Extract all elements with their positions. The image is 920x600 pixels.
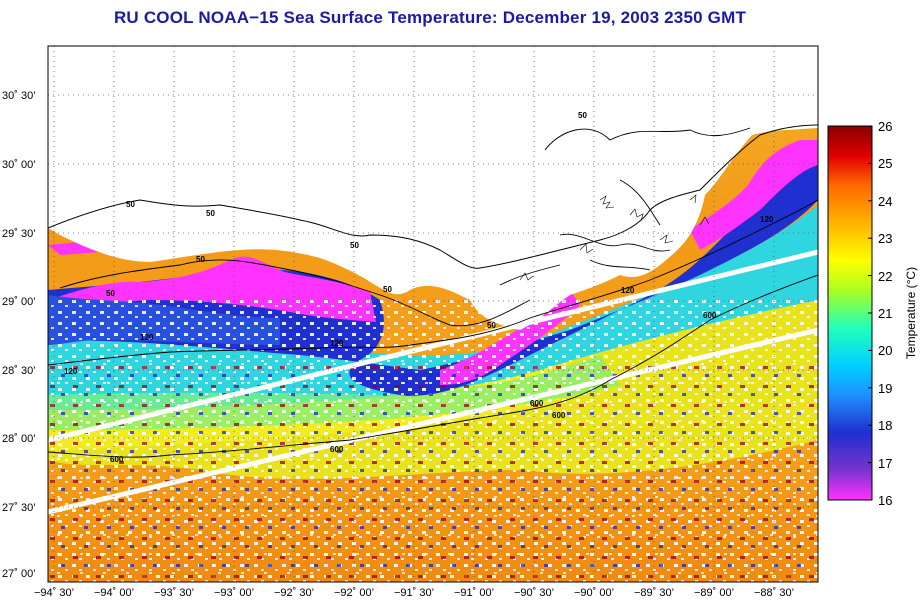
contour-label-18: 600 <box>703 311 717 320</box>
colorbar-title: Temperature (°C) <box>904 267 918 359</box>
contour-label-1: 50 <box>126 200 135 209</box>
contour-label-12: 120 <box>621 286 635 295</box>
lat-label: 29˚ 00’ <box>2 296 36 308</box>
contour-label-6: 50 <box>383 285 392 294</box>
pixel-noise-pattern <box>48 360 818 582</box>
lat-label: 27˚ 30’ <box>2 502 36 514</box>
lon-label: −92˚ 30’ <box>274 587 314 599</box>
coastline-bays <box>499 127 751 286</box>
map-plot-area: 50 50 50 50 50 50 50 50 120 120 120 120 … <box>48 46 818 582</box>
colorbar-label: 22 <box>878 269 892 284</box>
contour-label-17: 600 <box>552 411 566 420</box>
contour-label-15: 600 <box>330 445 344 454</box>
map-frame <box>47 45 819 583</box>
colorbar: 26 25 24 23 22 21 20 19 18 17 16 Tempera… <box>827 119 918 508</box>
contour-label-9: 120 <box>64 367 78 376</box>
contour-label-14: 600 <box>110 455 124 464</box>
colorbar-gradient <box>827 125 873 501</box>
lat-label: 30˚ 30’ <box>2 90 36 102</box>
colorbar-label: 21 <box>878 306 892 321</box>
lat-label: 27˚ 00’ <box>2 568 36 580</box>
lat-label: 29˚ 30’ <box>2 228 36 240</box>
lon-label: −94˚ 00’ <box>94 587 134 599</box>
colorbar-label: 25 <box>878 156 892 171</box>
colorbar-label: 20 <box>878 343 892 358</box>
coldest-water-delta <box>690 140 818 250</box>
colorbar-label: 23 <box>878 231 892 246</box>
colorbar-label: 26 <box>878 119 892 134</box>
contour-label-5: 50 <box>350 241 359 250</box>
colorbar-label: 18 <box>878 418 892 433</box>
lon-label: −91˚ 30’ <box>394 587 434 599</box>
contour-label-2: 50 <box>206 209 215 218</box>
marsh-detail <box>519 194 710 281</box>
contour-label-8: 50 <box>578 111 587 120</box>
lon-label: −90˚ 00’ <box>574 587 614 599</box>
land-louisiana-texas <box>48 46 818 330</box>
lon-label: −92˚ 00’ <box>334 587 374 599</box>
lon-label: −88˚ 30’ <box>754 587 794 599</box>
contour-label-13: 120 <box>760 215 774 224</box>
contour-label-11: 120 <box>330 339 344 348</box>
swath-gap-1 <box>48 249 818 443</box>
contour-label-16: 600 <box>530 399 544 408</box>
lat-label: 28˚ 00’ <box>2 433 36 445</box>
colorbar-label: 16 <box>878 493 892 508</box>
colorbar-label: 24 <box>878 194 892 209</box>
lon-label: −94˚ 30’ <box>34 587 74 599</box>
lat-label: 30˚ 00’ <box>2 159 36 171</box>
contour-label-3: 50 <box>196 255 205 264</box>
lon-label: −90˚ 30’ <box>514 587 554 599</box>
contour-120m <box>48 199 818 366</box>
swath-gap-2 <box>48 327 818 515</box>
lon-label: −89˚ 30’ <box>634 587 674 599</box>
contour-label-4: 50 <box>106 289 115 298</box>
map-title: RU COOL NOAA−15 Sea Surface Temperature:… <box>113 8 747 27</box>
contour-50m <box>59 259 531 327</box>
lon-label: −89˚ 00’ <box>694 587 734 599</box>
lon-label: −91˚ 00’ <box>454 587 494 599</box>
lon-label: −93˚ 00’ <box>214 587 254 599</box>
coastline <box>48 124 818 269</box>
latitude-axis: 30˚ 30’ 30˚ 00’ 29˚ 30’ 29˚ 00’ 28˚ 30’ … <box>2 90 36 580</box>
colorbar-ticks <box>868 125 872 501</box>
lat-label: 28˚ 30’ <box>2 365 36 377</box>
contour-label-10: 120 <box>140 333 154 342</box>
lon-label: −93˚ 30’ <box>154 587 194 599</box>
colorbar-label: 19 <box>878 381 892 396</box>
contour-label-7: 50 <box>487 321 496 330</box>
graticule <box>48 46 818 582</box>
longitude-axis: −94˚ 30’ −94˚ 00’ −93˚ 30’ −93˚ 00’ −92˚… <box>34 587 794 599</box>
contour-600m <box>48 274 818 458</box>
colorbar-label: 17 <box>878 456 892 471</box>
